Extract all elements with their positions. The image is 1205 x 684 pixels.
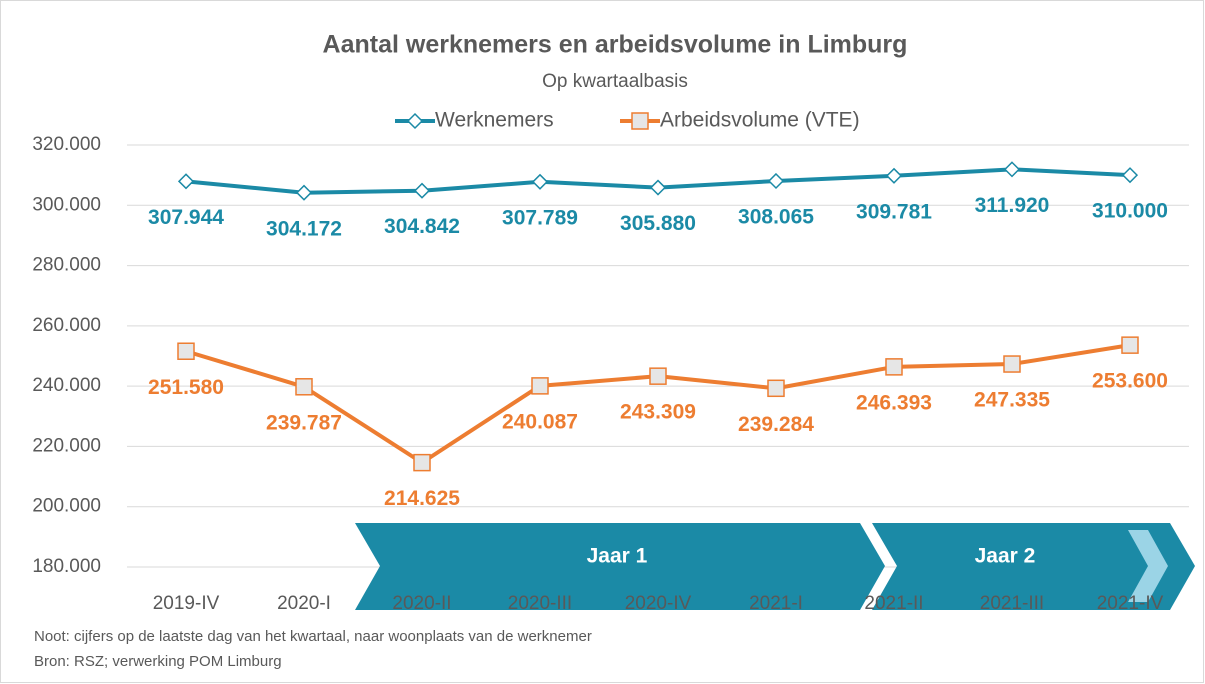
marker xyxy=(177,173,195,190)
arrow-jaar-1 xyxy=(355,523,885,610)
data-label: 311.920 xyxy=(975,194,1050,217)
chart-title: Aantal werknemers en arbeidsvolume in Li… xyxy=(323,31,908,59)
data-label: 307.944 xyxy=(148,206,224,229)
data-label: 308.065 xyxy=(738,206,814,229)
marker xyxy=(885,167,903,184)
x-tick-label: 2021-III xyxy=(980,593,1044,614)
data-label: 247.335 xyxy=(974,389,1050,412)
legend-label: Arbeidsvolume (VTE) xyxy=(660,109,860,132)
x-tick-label: 2021-I xyxy=(749,593,803,614)
y-tick-label: 180.000 xyxy=(32,556,101,577)
note: Noot: cijfers op de laatste dag van het … xyxy=(34,628,592,645)
x-tick-label: 2020-II xyxy=(392,593,451,614)
marker xyxy=(767,379,785,398)
data-label: 307.789 xyxy=(502,206,578,229)
marker xyxy=(177,342,195,360)
marker xyxy=(649,179,667,196)
chart-subtitle: Op kwartaalbasis xyxy=(542,71,688,92)
annotation: Jaar 2 xyxy=(975,545,1036,568)
data-label: 243.309 xyxy=(620,401,696,424)
data-label: 304.172 xyxy=(266,217,342,240)
y-tick-label: 240.000 xyxy=(32,375,101,396)
marker xyxy=(1003,161,1021,178)
data-label: 251.580 xyxy=(148,376,224,399)
y-tick-label: 320.000 xyxy=(32,134,101,155)
x-tick-label: 2020-I xyxy=(277,593,331,614)
x-tick-label: 2020-III xyxy=(508,593,572,614)
data-label: 240.087 xyxy=(502,410,578,433)
data-label: 246.393 xyxy=(856,391,932,414)
marker xyxy=(1003,355,1021,373)
marker xyxy=(413,453,431,472)
arrow-chevron xyxy=(1128,530,1168,602)
marker xyxy=(531,173,549,190)
x-tick-label: 2021-II xyxy=(864,593,923,614)
x-tick-label: 2019-IV xyxy=(153,593,220,614)
legend-marker xyxy=(631,112,649,130)
legend-label: Werknemers xyxy=(435,109,554,132)
legend-marker xyxy=(406,112,424,130)
marker xyxy=(531,377,549,395)
y-tick-label: 220.000 xyxy=(32,435,101,456)
y-tick-label: 300.000 xyxy=(32,194,101,215)
marker xyxy=(413,182,431,199)
marker xyxy=(295,184,313,201)
data-label: 304.842 xyxy=(384,215,460,238)
data-label: 239.787 xyxy=(266,411,342,434)
arrow-jaar-2 xyxy=(872,523,1195,610)
data-label: 239.284 xyxy=(738,413,814,436)
data-label: 214.625 xyxy=(384,487,460,510)
y-tick-label: 200.000 xyxy=(32,496,101,517)
marker xyxy=(295,378,313,396)
marker xyxy=(649,367,667,385)
marker xyxy=(1121,167,1139,184)
marker xyxy=(1121,336,1139,354)
marker xyxy=(885,358,903,376)
y-tick-label: 260.000 xyxy=(32,315,101,336)
marker xyxy=(767,172,785,190)
note: Bron: RSZ; verwerking POM Limburg xyxy=(34,653,282,670)
annotation: Jaar 1 xyxy=(587,545,648,568)
data-label: 310.000 xyxy=(1092,200,1168,223)
data-label: 309.781 xyxy=(856,200,932,223)
x-tick-label: 2021-IV xyxy=(1097,593,1164,614)
data-label: 253.600 xyxy=(1092,370,1168,393)
x-tick-label: 2020-IV xyxy=(625,593,692,614)
data-label: 305.880 xyxy=(620,212,696,235)
y-tick-label: 280.000 xyxy=(32,255,101,276)
